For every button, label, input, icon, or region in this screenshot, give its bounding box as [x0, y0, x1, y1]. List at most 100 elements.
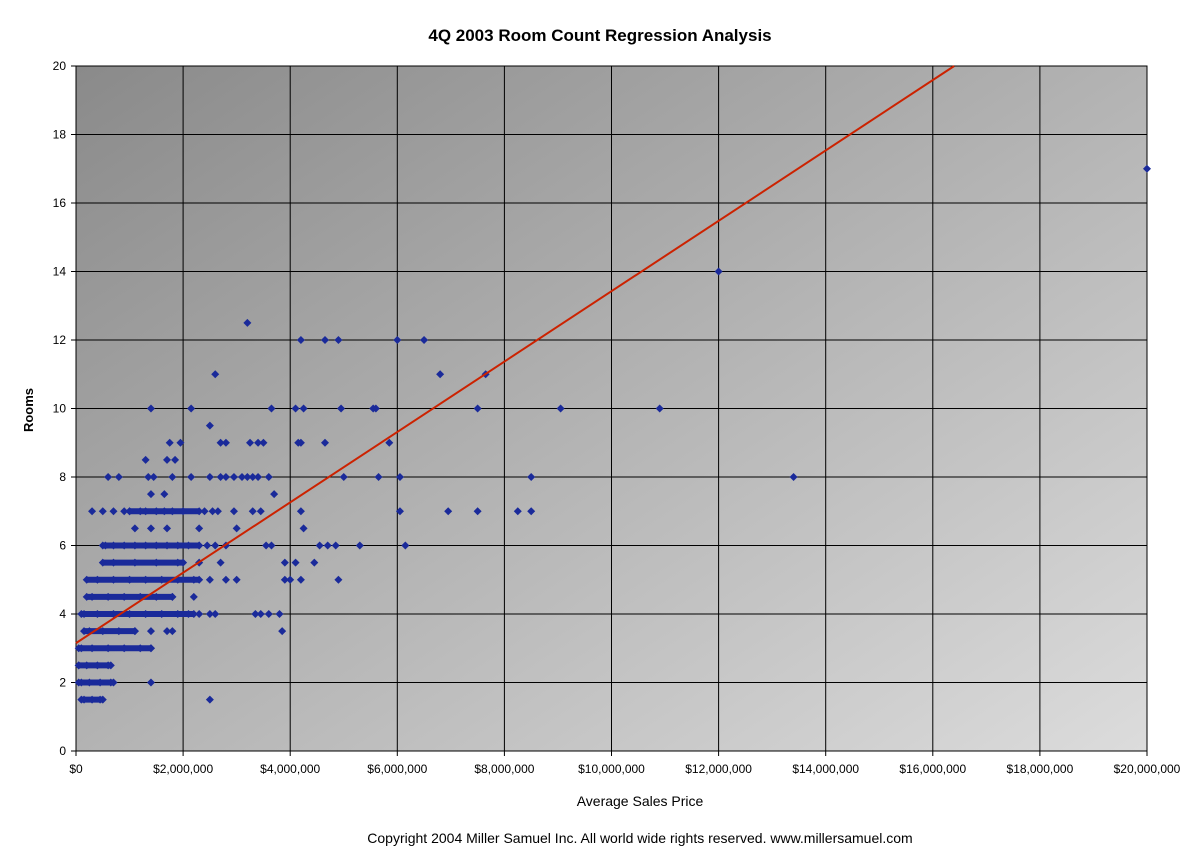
data-point [146, 524, 155, 533]
x-tick-label: $8,000,000 [474, 762, 534, 776]
data-point [141, 610, 150, 618]
data-point [280, 575, 289, 584]
data-point [401, 541, 410, 550]
copyright-notice: Copyright 2004 Miller Samuel Inc. All wo… [367, 830, 913, 846]
data-point [152, 592, 161, 601]
trend-line [75, 65, 955, 644]
data-point [254, 473, 263, 481]
data-point [296, 575, 305, 584]
data-point [120, 507, 129, 516]
data-point [98, 507, 107, 516]
data-point [275, 610, 284, 618]
y-tick-label: 20 [53, 59, 67, 73]
data-point [195, 610, 204, 618]
data-point [294, 438, 303, 447]
data-point [109, 575, 118, 584]
data-point [299, 524, 308, 533]
data-point [195, 575, 204, 584]
data-point [141, 507, 150, 516]
data-point [205, 695, 214, 704]
y-tick-label: 10 [53, 402, 67, 416]
data-point [93, 575, 102, 584]
y-tick-label: 0 [59, 744, 66, 758]
x-axis-ticks: $0 $2,000,000 $4,000,000 $6,000,000 $8,000,0… [69, 751, 1181, 776]
y-tick-label: 18 [53, 128, 67, 142]
data-point [264, 610, 273, 618]
data-point [189, 575, 198, 584]
x-tick-label: $10,000,000 [578, 762, 645, 776]
data-point [278, 627, 287, 636]
dense-band [78, 679, 114, 686]
dense-band [102, 542, 200, 549]
data-point [93, 610, 102, 618]
data-point [146, 490, 155, 499]
data-point [211, 610, 220, 618]
data-point [205, 575, 214, 584]
y-axis-label: Rooms [21, 388, 36, 432]
data-point [146, 644, 155, 653]
x-tick-label: $4,000,000 [260, 762, 320, 776]
data-point [184, 541, 193, 550]
data-point [395, 507, 404, 516]
x-tick-label: $2,000,000 [153, 762, 213, 776]
data-point [256, 610, 265, 618]
data-point [82, 575, 91, 584]
data-point [176, 438, 185, 447]
data-point [221, 438, 230, 447]
data-point [286, 575, 295, 584]
data-point [104, 592, 113, 601]
data-point [152, 558, 161, 567]
data-point [205, 473, 214, 481]
data-point [270, 490, 279, 499]
data-point [136, 507, 145, 516]
data-point [232, 524, 241, 533]
y-tick-label: 12 [53, 333, 67, 347]
data-point [334, 336, 343, 344]
data-point [321, 336, 330, 344]
data-point [264, 473, 273, 481]
x-tick-label: $6,000,000 [367, 762, 427, 776]
data-point [173, 541, 182, 550]
data-point [221, 575, 230, 584]
data-point [527, 473, 536, 481]
data-point [98, 627, 107, 636]
data-point [189, 610, 198, 618]
data-point [120, 592, 129, 601]
data-point [195, 524, 204, 533]
data-point [125, 507, 134, 516]
data-point [254, 438, 263, 447]
data-point [157, 575, 166, 584]
data-point [229, 473, 238, 481]
data-point [296, 507, 305, 516]
data-point [714, 267, 723, 276]
data-point [184, 610, 193, 618]
data-point [203, 541, 212, 550]
data-point [513, 507, 522, 516]
data-point [205, 610, 214, 618]
data-point [238, 473, 247, 481]
data-point [334, 575, 343, 584]
data-point [331, 541, 340, 550]
data-point [321, 438, 330, 447]
data-point [80, 610, 89, 618]
data-point [211, 370, 220, 379]
data-point [163, 541, 172, 550]
data-point [473, 404, 482, 413]
data-point [280, 558, 289, 567]
data-point [109, 507, 118, 516]
data-point [216, 473, 225, 481]
data-point [444, 507, 453, 516]
data-point [149, 473, 158, 481]
data-point [88, 507, 97, 516]
data-point [296, 336, 305, 344]
data-point [168, 592, 177, 601]
data-point [120, 644, 129, 653]
y-tick-label: 8 [59, 470, 66, 484]
data-point [187, 404, 196, 413]
data-point [104, 644, 113, 653]
data-point [395, 473, 404, 481]
data-point [229, 507, 238, 516]
data-point [130, 524, 139, 533]
data-point [146, 627, 155, 636]
data-point [195, 541, 204, 550]
